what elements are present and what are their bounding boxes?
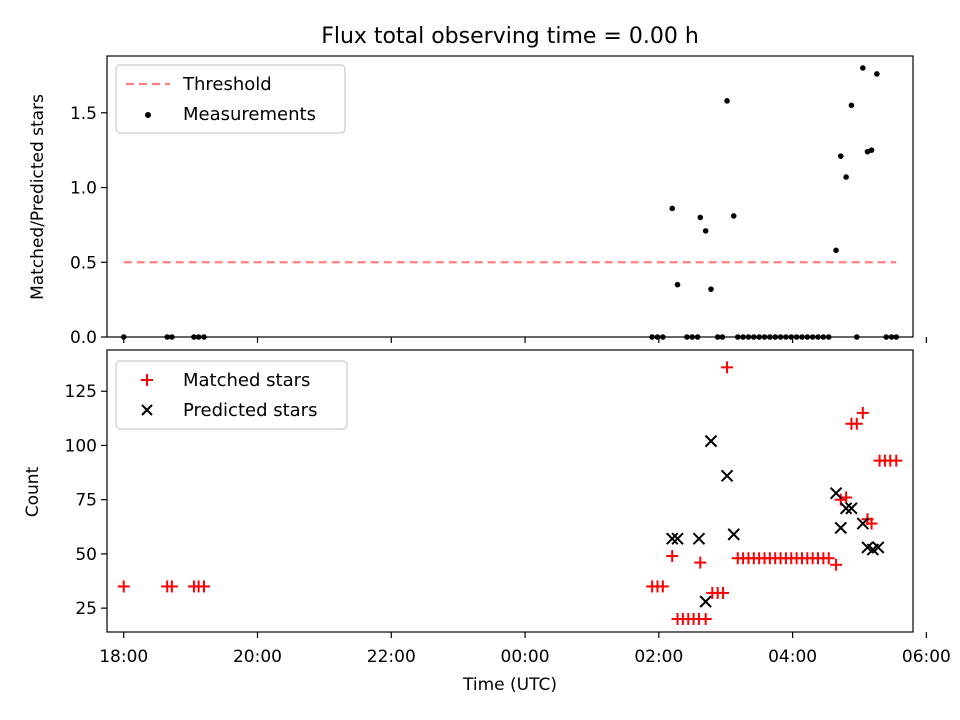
- measurement-point: [702, 228, 709, 234]
- matched-star-point: [822, 552, 835, 565]
- measurement-point: [833, 247, 839, 254]
- measurement-point: [669, 205, 676, 212]
- matched-star-point: [890, 454, 903, 467]
- measurement-point: [674, 281, 681, 288]
- matched-star-point: [656, 580, 669, 593]
- count-y-tick-label: 125: [65, 382, 97, 402]
- predicted-star-point: [839, 502, 853, 515]
- matched-star-point: [165, 580, 178, 593]
- legend-measurements-label: Measurements: [183, 104, 316, 125]
- measurement-point: [724, 98, 730, 104]
- count-x-axis: 18:00 20:00 22:00 00:00 02:00 04:00 06:00: [99, 632, 951, 667]
- count-y-tick-label: 100: [65, 436, 97, 456]
- predicted-star-point: [665, 532, 679, 545]
- ratio-y-tick-label: 1.0: [70, 179, 97, 199]
- legend-measurements-swatch: [145, 112, 151, 118]
- matched-star-point: [717, 586, 730, 599]
- count-y-tick-label: 75: [75, 491, 97, 511]
- measurement-point: [868, 147, 875, 153]
- count-legend: Matched stars Predicted stars: [115, 360, 348, 430]
- ratio-y-axis-label: Matched/Predicted stars: [28, 94, 48, 300]
- predicted-star-point: [727, 528, 740, 541]
- count-x-tick-label: 02:00: [634, 647, 683, 667]
- chart-title: Flux total observing time = 0.00 h: [321, 24, 699, 49]
- count-y-tick-label: 50: [75, 545, 97, 565]
- predicted-star-point: [856, 517, 870, 530]
- legend-matched-label: Matched stars: [183, 370, 310, 391]
- count-plot-frame: [106, 349, 914, 633]
- predicted-star-point: [829, 486, 843, 500]
- ratio-y-axis: 0.0 0.5 1.0 1.5: [70, 104, 107, 348]
- matched-star-point: [840, 491, 853, 504]
- matched-star-point: [850, 417, 863, 430]
- matched-star-point: [699, 612, 712, 625]
- predicted-star-point: [704, 434, 718, 448]
- count-legend-box: [115, 360, 348, 430]
- predicted-star-point: [692, 532, 706, 545]
- matched-star-point: [694, 556, 707, 569]
- measurement-point: [730, 213, 737, 219]
- legend-matched-swatch: [141, 374, 153, 386]
- predicted-star-point: [834, 521, 847, 535]
- ratio-y-tick-label: 0.0: [70, 328, 97, 348]
- ratio-y-tick-label: 1.5: [70, 104, 97, 124]
- count-x-tick-label: 22:00: [367, 647, 416, 667]
- ratio-x-axis: [123, 337, 927, 343]
- predicted-star-point: [845, 502, 858, 515]
- x-axis-label: Time (UTC): [462, 675, 557, 695]
- measurement-point: [708, 286, 714, 292]
- predicted-star-point: [872, 541, 885, 554]
- measurement-point: [697, 214, 704, 221]
- measurement-point: [837, 153, 844, 159]
- count-x-tick-label: 18:00: [99, 647, 148, 667]
- predicted-star-point: [720, 469, 734, 483]
- matched-star-point: [721, 361, 734, 374]
- count-x-tick-label: 04:00: [768, 647, 817, 667]
- count-x-tick-label: 00:00: [501, 647, 550, 667]
- count-y-tick-label: 25: [75, 599, 97, 619]
- legend-predicted-swatch: [141, 404, 153, 416]
- matched-star-point: [666, 550, 679, 563]
- count-x-tick-label: 20:00: [233, 647, 282, 667]
- count-panel: 25 50 75 100 125 18:00 20:00 22:00 00:00 02:00 04…: [23, 349, 951, 695]
- ratio-legend: Threshold Measurements: [115, 64, 346, 134]
- matched-star-point: [197, 580, 210, 593]
- ratio-legend-box: [115, 64, 346, 134]
- matched-star-point: [117, 580, 130, 593]
- predicted-star-point: [671, 532, 684, 545]
- ratio-plot-frame: [106, 55, 914, 338]
- count-y-axis: 25 50 75 100 125: [65, 382, 107, 619]
- count-plot-area: [117, 361, 903, 625]
- count-y-axis-label: Count: [23, 466, 43, 517]
- matched-star-point: [856, 406, 869, 419]
- measurement-point: [843, 174, 849, 180]
- matched-star-point: [865, 517, 878, 530]
- measurement-point: [848, 102, 855, 109]
- legend-threshold-label: Threshold: [182, 74, 272, 95]
- ratio-panel: 0.0 0.5 1.0 1.5 Matched/Predicted stars Thr…: [28, 55, 927, 348]
- measurement-point: [860, 65, 866, 71]
- measurement-point: [874, 71, 880, 77]
- predicted-star-point: [699, 595, 712, 608]
- legend-predicted-label: Predicted stars: [183, 400, 317, 421]
- count-x-tick-label: 06:00: [902, 647, 951, 667]
- matched-star-point: [830, 558, 843, 571]
- ratio-y-tick-label: 0.5: [70, 253, 97, 273]
